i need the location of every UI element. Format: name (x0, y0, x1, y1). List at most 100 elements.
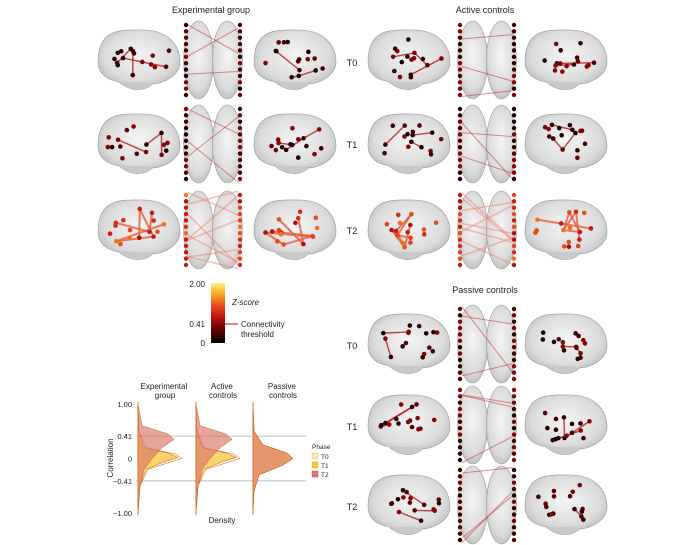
brain-node (237, 86, 243, 91)
brain-node (511, 73, 517, 79)
brain-node (237, 230, 243, 236)
brain-node (431, 507, 436, 512)
brain-node (393, 416, 399, 422)
brain-node (405, 54, 410, 59)
brain-node (569, 430, 575, 436)
brain-node (560, 69, 565, 74)
brain-node (275, 137, 281, 142)
connectivity-edge (461, 363, 513, 377)
brain-node (183, 22, 189, 28)
connectivity-edge (537, 218, 592, 230)
brain-node (428, 152, 434, 157)
brain-node (237, 106, 243, 112)
brain-side-outline (524, 199, 608, 259)
brain-node (553, 427, 559, 433)
brain-cerebellum (274, 251, 310, 260)
density-y-ticks: 1.00 0.41 0 −0.41 −1.00 (113, 400, 132, 518)
brain-lateral-left (367, 394, 451, 455)
brain-node (414, 402, 419, 407)
brain-node (405, 144, 411, 150)
brain-node (237, 60, 243, 66)
brain-connectivity-panels (97, 20, 608, 545)
connectivity-edge (187, 190, 239, 205)
brain-node (576, 333, 581, 339)
brain-node (457, 364, 463, 369)
brain-node (457, 192, 463, 198)
brain-lateral-left (97, 113, 181, 174)
brain-cerebellum (388, 251, 424, 260)
brain-node (313, 215, 319, 221)
brain-node (457, 357, 463, 363)
brain-node (393, 228, 399, 234)
brain-node (143, 149, 149, 155)
connectivity-edge (187, 141, 239, 183)
brain-node (137, 206, 143, 212)
passive-controls-title: Passive controls (452, 285, 518, 295)
connectivity-edge (398, 511, 422, 522)
brain-node (457, 35, 463, 40)
connectivity-edge (187, 234, 239, 263)
density-title-passive-line1: Passive (268, 382, 297, 391)
brain-node (457, 486, 463, 492)
colorbar-gradient (211, 283, 225, 343)
brain-node (457, 250, 463, 255)
brain-node (144, 142, 149, 147)
brain-lateral-left (367, 29, 451, 90)
brain-node (320, 66, 325, 71)
brain-node (511, 262, 517, 268)
brain-node (542, 410, 548, 416)
brain-node (183, 205, 189, 210)
brain-node (511, 325, 517, 331)
brain-node (418, 518, 424, 523)
phase-legend: Phase T0 T1 T2 (311, 444, 331, 479)
brain-node (511, 357, 517, 363)
brain-node (237, 35, 243, 40)
brain-node (306, 49, 311, 55)
brain-node (183, 41, 189, 47)
brain-node (511, 306, 517, 312)
connectivity-edge (551, 124, 573, 131)
brain-node (551, 339, 557, 345)
brain-node (301, 135, 306, 141)
brain-node (457, 518, 463, 524)
brain-node (395, 232, 400, 238)
brain-node (511, 400, 517, 405)
brain-node (511, 413, 517, 418)
brain-node (407, 323, 413, 328)
legend-swatch-t2 (311, 470, 319, 478)
brain-node (183, 237, 189, 242)
brain-node (580, 517, 586, 522)
brain-node (582, 141, 588, 147)
brain-node (574, 55, 580, 60)
brain-node (579, 509, 585, 514)
brain-node (402, 123, 408, 128)
brain-node (457, 138, 463, 144)
connectivity-edge (461, 132, 513, 137)
correlation-density-chart: Experimental group Active controls Passi… (106, 382, 331, 525)
brain-node (263, 230, 268, 235)
brain-node (421, 502, 427, 508)
y-tick-label: −0.41 (113, 477, 132, 486)
brain-node (457, 332, 463, 337)
brain-node (560, 147, 565, 152)
brain-node (457, 387, 463, 393)
brain-node (115, 62, 121, 68)
brain-node (392, 68, 397, 74)
connectivity-edge (563, 417, 566, 439)
density-panel-title-active: Active controls (209, 382, 237, 400)
brain-side-outline (524, 394, 608, 454)
brain-node (457, 370, 463, 375)
brain-cerebellum (545, 446, 581, 455)
brain-node (301, 241, 306, 247)
brain-node (511, 493, 517, 498)
brain-node (425, 62, 430, 68)
density-x-axis-label: Density (209, 516, 236, 525)
brain-node (511, 119, 517, 124)
brain-node (237, 176, 243, 182)
brain-cerebellum (545, 365, 581, 374)
brain-axial-top (457, 20, 517, 100)
brain-node (511, 243, 517, 249)
brain-node (237, 67, 243, 72)
brain-node (121, 217, 126, 223)
row-label-passive-t0: T0 (347, 341, 358, 351)
